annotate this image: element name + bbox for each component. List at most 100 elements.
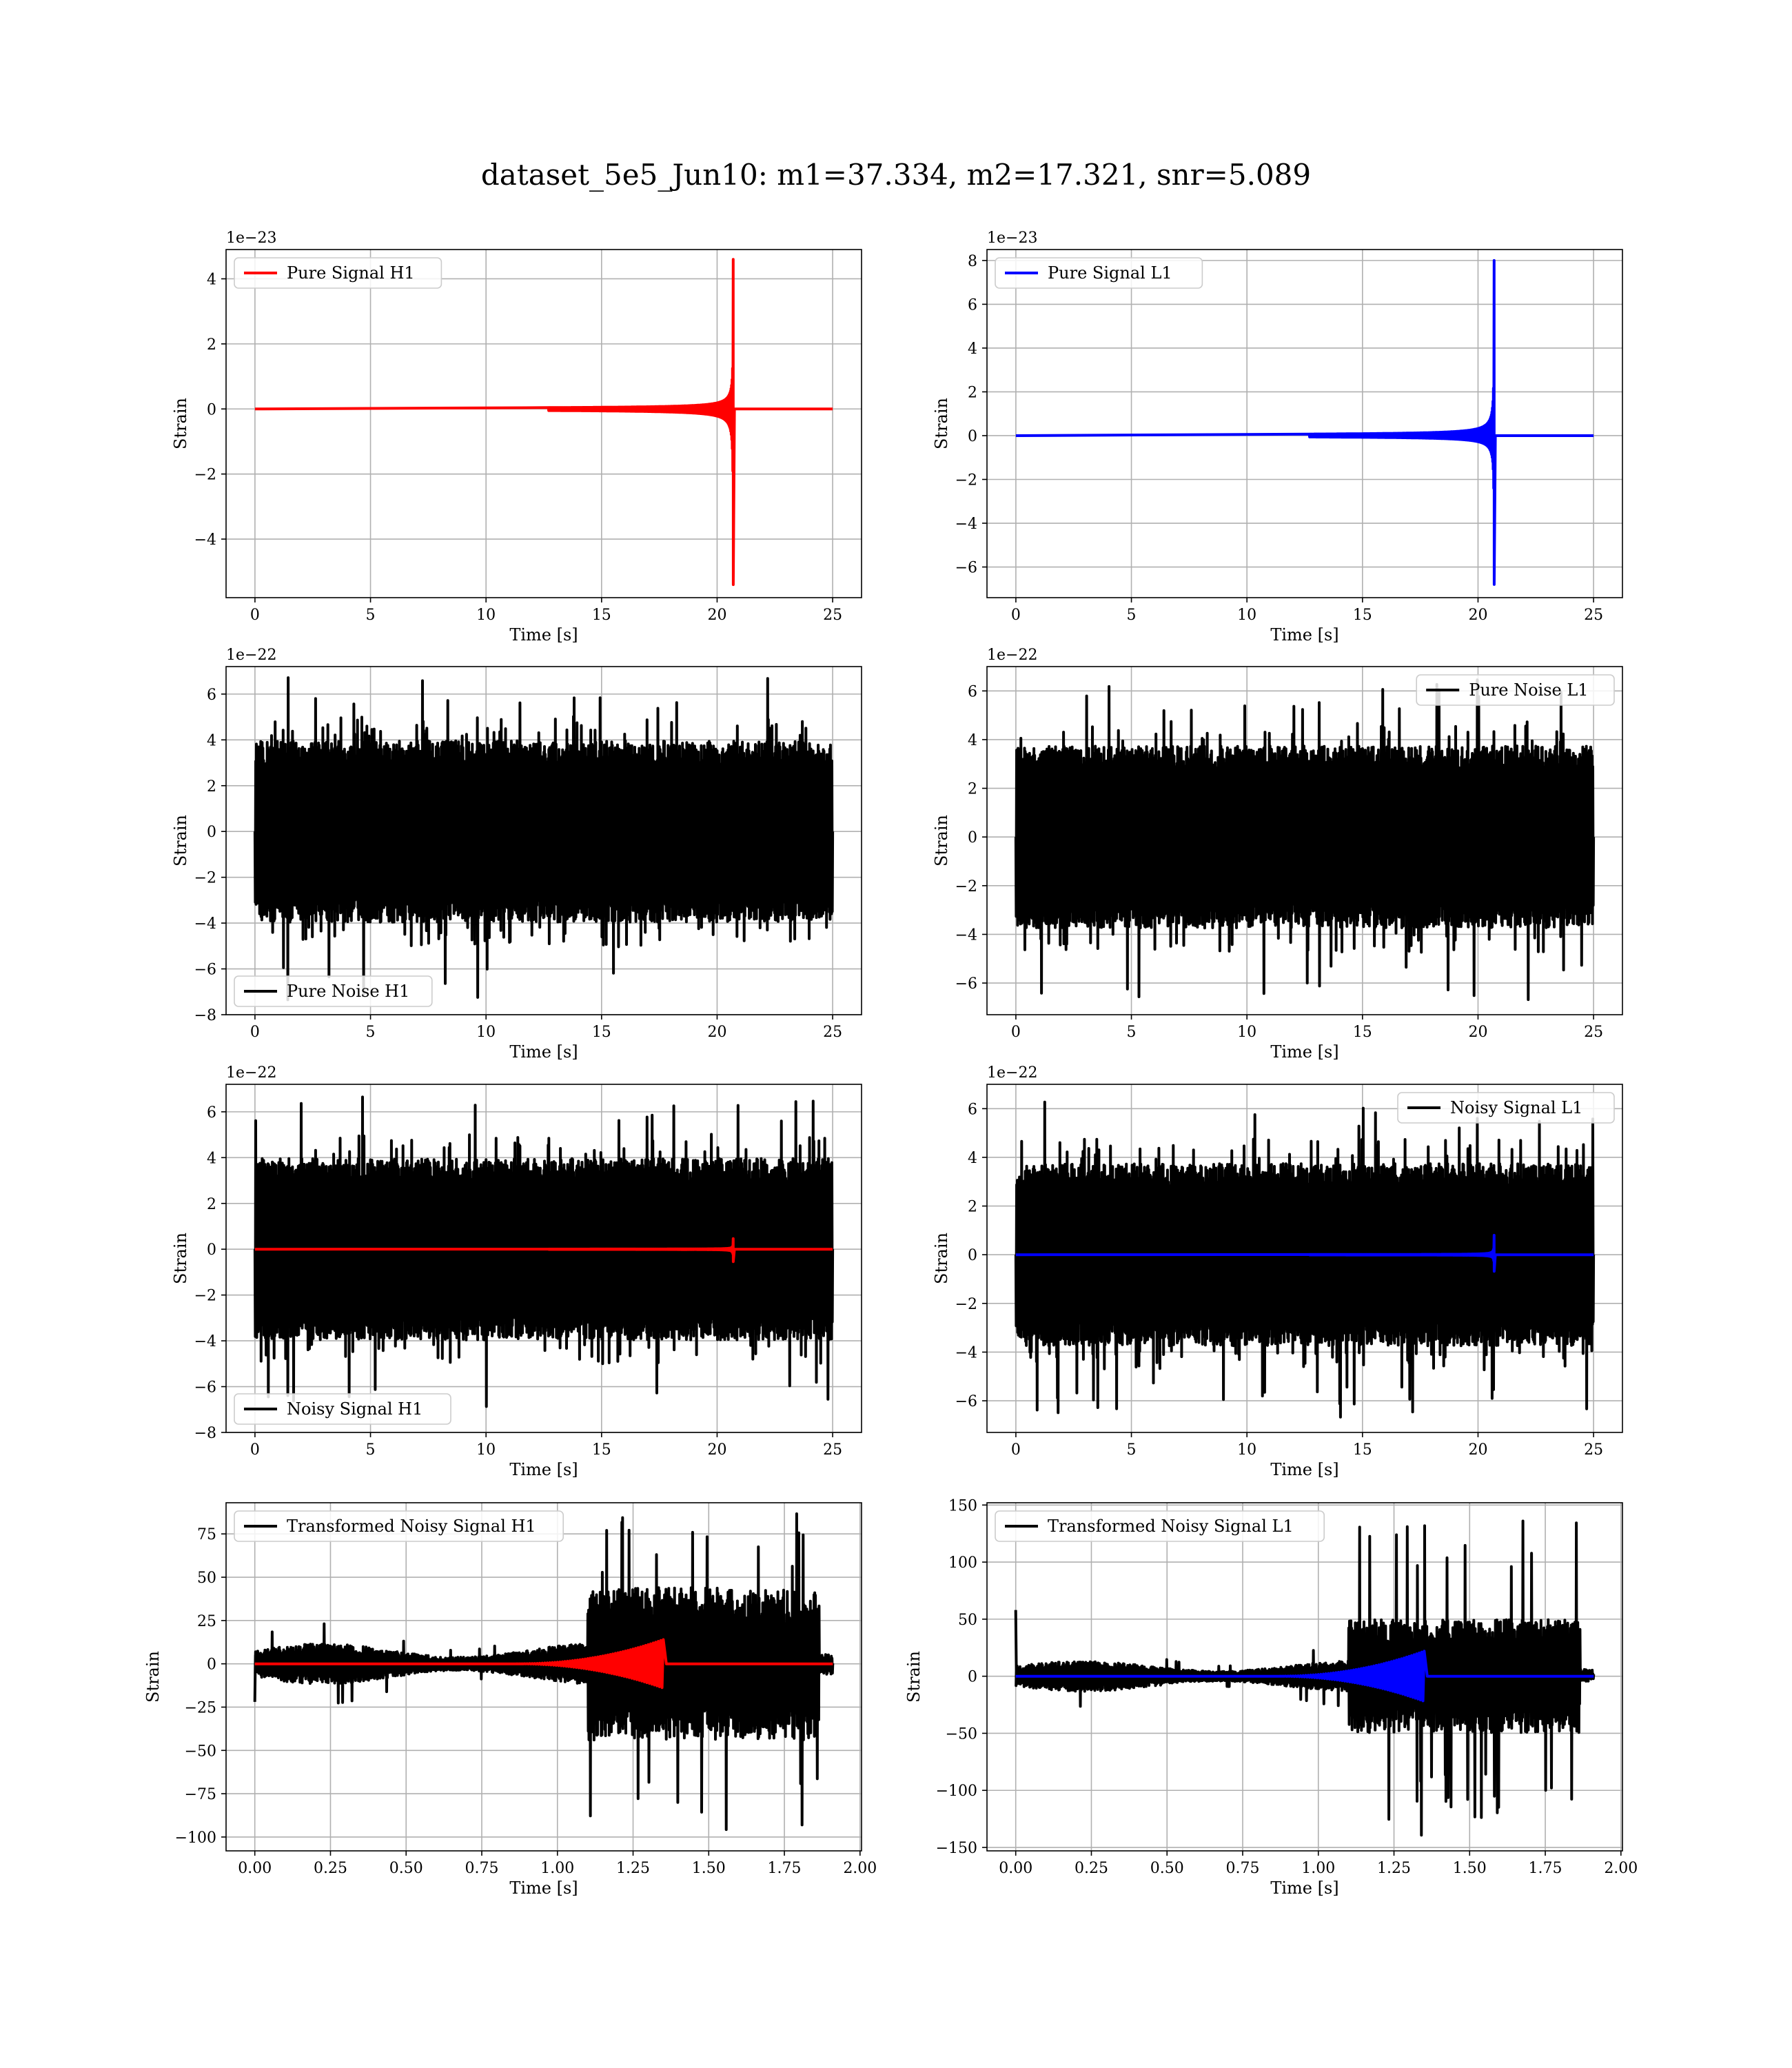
x-tick-label: 10 bbox=[476, 607, 496, 624]
x-tick-label: 0.50 bbox=[389, 1860, 423, 1877]
axes-frame bbox=[225, 666, 862, 1015]
y-tick-label: 4 bbox=[968, 341, 977, 358]
x-tick-label: 2.00 bbox=[843, 1860, 877, 1877]
subplot-bottom-right: 0.00 0.25 0.50 0.75 1.00 1.25 1.50 1.75 2.00 −150… bbox=[904, 1497, 1638, 1898]
y-tick-label: 6 bbox=[968, 683, 977, 700]
x-tick-label: 0.50 bbox=[1150, 1860, 1184, 1877]
series-layer bbox=[1015, 258, 1594, 586]
series-line-transformed-noisy-signal-h1 bbox=[253, 1512, 835, 1832]
x-axis-label: Time [s] bbox=[1270, 1460, 1338, 1479]
x-tick-label: 1.50 bbox=[692, 1860, 726, 1877]
y-tick-label: 0 bbox=[207, 401, 216, 418]
subplot-bottom-left: 0.00 0.25 0.50 0.75 1.00 1.25 1.50 1.75 2.00 −100… bbox=[143, 1502, 877, 1898]
legend: Noisy Signal H1 bbox=[234, 1393, 451, 1425]
series-layer bbox=[253, 1095, 835, 1408]
y-tick-label: 6 bbox=[968, 1101, 977, 1118]
x-tick-label: 5 bbox=[1127, 607, 1137, 624]
legend-label: Pure Signal H1 bbox=[287, 263, 415, 283]
y-axis-label: Strain bbox=[171, 1233, 190, 1284]
legend-box bbox=[995, 257, 1203, 289]
x-tick-label: 0.25 bbox=[1075, 1860, 1108, 1877]
y-tick-label: 0 bbox=[968, 428, 977, 445]
x-tick-label: 25 bbox=[1584, 1441, 1603, 1459]
x-tick-label: 0.75 bbox=[1226, 1860, 1260, 1877]
x-tick-label: 0 bbox=[250, 1024, 260, 1041]
series-line-noisy-signal-l1 bbox=[1014, 1100, 1596, 1419]
axis-offset-text: 1e−22 bbox=[226, 647, 276, 664]
subplot-row2-right: 0 5 10 15 20 25 −6 −4 −2 0 2 4 6 1e−22 Time [s] Strain P… bbox=[932, 647, 1623, 1062]
legend-box bbox=[234, 975, 433, 1007]
x-axis-label: Time [s] bbox=[509, 625, 578, 645]
series-layer bbox=[1014, 678, 1596, 1002]
x-tick-label: 10 bbox=[476, 1024, 496, 1041]
x-tick-label: 10 bbox=[476, 1441, 496, 1459]
legend-label: Transformed Noisy Signal L1 bbox=[1048, 1517, 1294, 1536]
legend-box bbox=[234, 1510, 564, 1542]
legend-label: Noisy Signal H1 bbox=[287, 1399, 422, 1419]
y-tick-label: 0 bbox=[968, 829, 977, 847]
series-line-noisy-signal-h1 bbox=[253, 1095, 835, 1408]
axis-offset-text: 1e−22 bbox=[987, 1064, 1037, 1082]
legend: Pure Signal L1 bbox=[995, 257, 1203, 289]
x-tick-label: 10 bbox=[1237, 1441, 1256, 1459]
legend: Transformed Noisy Signal L1 bbox=[995, 1510, 1325, 1542]
figure-title: dataset_5e5_Jun10: m1=37.334, m2=17.321,… bbox=[481, 158, 1311, 192]
x-tick-label: 5 bbox=[1127, 1024, 1137, 1041]
legend-box bbox=[1416, 674, 1615, 706]
series-line-red-signal bbox=[254, 1638, 833, 1690]
y-tick-label: −50 bbox=[185, 1743, 216, 1760]
axis-offset-text: 1e−23 bbox=[226, 230, 276, 247]
y-axis-label: Strain bbox=[932, 398, 951, 449]
legend-box bbox=[995, 1510, 1325, 1542]
series-line-pure-signal-h1 bbox=[254, 258, 833, 587]
x-tick-label: 25 bbox=[823, 607, 842, 624]
legend: Transformed Noisy Signal H1 bbox=[234, 1510, 564, 1542]
x-tick-label: 20 bbox=[1468, 607, 1487, 624]
y-tick-label: 50 bbox=[958, 1612, 977, 1629]
legend: Pure Signal H1 bbox=[234, 257, 442, 289]
y-tick-label: −150 bbox=[936, 1840, 977, 1857]
x-tick-label: 10 bbox=[1237, 607, 1256, 624]
y-tick-label: 0 bbox=[968, 1247, 977, 1264]
legend-label: Pure Noise L1 bbox=[1469, 680, 1588, 700]
x-axis-label: Time [s] bbox=[509, 1460, 578, 1479]
y-tick-label: −2 bbox=[955, 472, 977, 489]
y-axis-label: Strain bbox=[143, 1651, 163, 1703]
x-tick-label: 15 bbox=[592, 1024, 611, 1041]
axis-offset-text: 1e−22 bbox=[226, 1064, 276, 1082]
legend-label: Noisy Signal L1 bbox=[1450, 1098, 1582, 1117]
x-tick-label: 1.25 bbox=[616, 1860, 650, 1877]
y-tick-label: −2 bbox=[194, 467, 216, 484]
x-tick-label: 1.00 bbox=[1301, 1860, 1335, 1877]
x-tick-label: 20 bbox=[1468, 1024, 1487, 1041]
subplot-row2-left: 0 5 10 15 20 25 −8 −6 −4 −2 0 2 4 6 1e−22 Time [s] Strai… bbox=[171, 647, 862, 1062]
y-tick-label: −8 bbox=[194, 1007, 216, 1024]
y-axis-label: Strain bbox=[171, 398, 190, 449]
y-tick-label: 0 bbox=[207, 1656, 216, 1674]
x-tick-label: 25 bbox=[1584, 607, 1603, 624]
y-tick-label: 2 bbox=[207, 336, 216, 354]
y-tick-label: −2 bbox=[194, 870, 216, 887]
x-tick-label: 2.00 bbox=[1604, 1860, 1638, 1877]
legend-box bbox=[1397, 1092, 1615, 1124]
y-tick-label: 50 bbox=[197, 1570, 216, 1587]
y-tick-label: 2 bbox=[207, 778, 216, 795]
y-tick-label: −2 bbox=[955, 878, 977, 895]
x-tick-label: 15 bbox=[1353, 1441, 1372, 1459]
axis-offset-text: 1e−22 bbox=[987, 647, 1037, 664]
y-tick-label: −100 bbox=[936, 1783, 977, 1800]
x-axis-label: Time [s] bbox=[509, 1042, 578, 1062]
legend: Pure Noise L1 bbox=[1416, 674, 1615, 706]
series-line-blue-signal bbox=[1015, 1650, 1594, 1703]
y-tick-label: −6 bbox=[955, 1393, 977, 1410]
x-tick-label: 25 bbox=[1584, 1024, 1603, 1041]
subplot-row3-right: 0 5 10 15 20 25 −6 −4 −2 0 2 4 6 1e−22 Time [s] Strain N… bbox=[932, 1064, 1623, 1479]
x-tick-label: 20 bbox=[707, 607, 726, 624]
y-tick-label: 2 bbox=[207, 1196, 216, 1213]
y-tick-label: 4 bbox=[207, 732, 216, 749]
x-axis-label: Time [s] bbox=[1270, 625, 1338, 645]
y-tick-label: 4 bbox=[968, 732, 977, 749]
x-tick-label: 1.50 bbox=[1453, 1860, 1487, 1877]
y-tick-label: −50 bbox=[946, 1725, 977, 1743]
series-layer bbox=[253, 676, 835, 1002]
